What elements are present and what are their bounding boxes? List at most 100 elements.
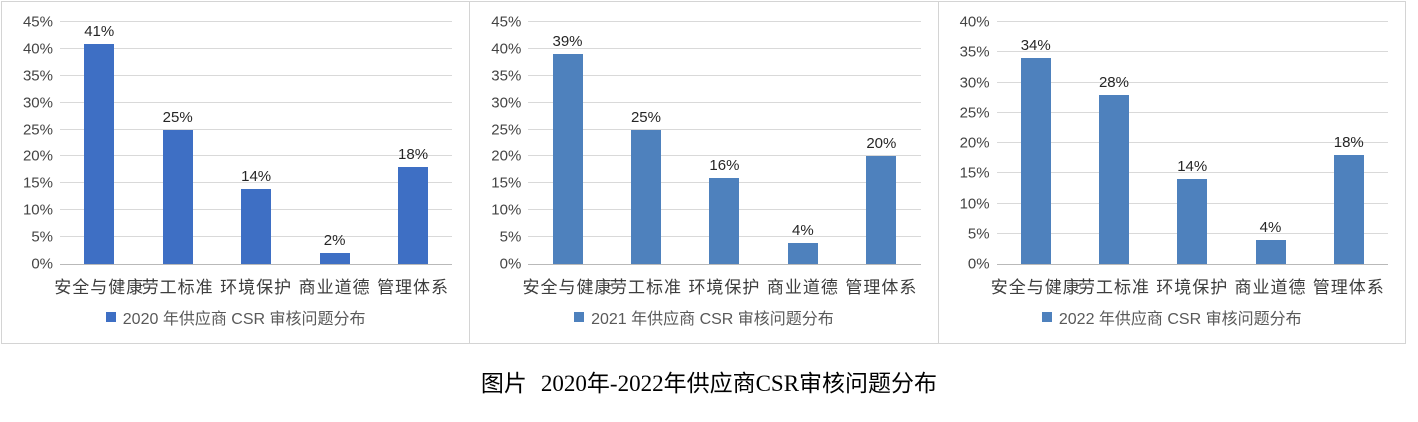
bar-value-label: 14% <box>241 167 272 185</box>
x-axis-category-label: 劳工标准 <box>1077 278 1150 297</box>
x-axis-category-label: 环境保护 <box>688 278 761 297</box>
bar-value-label: 20% <box>866 135 897 153</box>
y-axis-tick-label: 25% <box>959 104 990 122</box>
bar-环境保护: 14% <box>1177 158 1207 264</box>
bar-value-label: 25% <box>162 108 193 126</box>
y-axis-tick-label: 30% <box>959 74 990 91</box>
legend-label: 2021 年供应商 CSR 审核问题分布 <box>591 311 834 328</box>
legend: 2022 年供应商 CSR 审核问题分布 <box>939 305 1405 329</box>
y-axis-tick-label: 5% <box>967 225 990 243</box>
y-axis-tick-label: 10% <box>491 201 522 219</box>
x-axis-line <box>528 264 921 265</box>
plot-area: 0% 5% 10% 15% 20% 25% 30% 35% 40% 34% 安全与健康 28% 劳工标准… <box>960 15 1388 297</box>
charts-row: 0% 5% 10% 15% 20% 25% 30% 35% 40% 45% 41% 安全与健康 25% 劳… <box>1 1 1406 346</box>
legend: 2021 年供应商 CSR 审核问题分布 <box>470 305 937 329</box>
chart-panel-1: 0% 5% 10% 15% 20% 25% 30% 35% 40% 45% 41% 安全与健康 25% 劳… <box>1 1 470 344</box>
plot-area: 0% 5% 10% 15% 20% 25% 30% 35% 40% 45% 41% 安全与健康 25% 劳… <box>23 15 453 297</box>
chart-panel-2: 0% 5% 10% 15% 20% 25% 30% 35% 40% 45% 39% 安全与健康 25% 劳… <box>469 1 938 344</box>
y-axis-tick-label: 40% <box>22 40 53 58</box>
x-axis-category-label: 商业道德 <box>766 278 839 297</box>
y-axis-tick-label: 20% <box>959 134 990 152</box>
y-axis-tick-label: 20% <box>491 147 522 165</box>
y-axis-tick-label: 0% <box>967 255 990 273</box>
y-axis-tick-label: 30% <box>491 94 522 112</box>
bar-劳工标准: 28% <box>1099 74 1129 264</box>
bar-value-label: 14% <box>1177 158 1208 176</box>
bar-value-label: 2% <box>323 232 346 250</box>
bar-value-label: 4% <box>1259 218 1282 236</box>
gridline <box>60 47 453 49</box>
bar-安全与健康: 39% <box>553 33 583 264</box>
bar-环境保护: 14% <box>241 168 271 264</box>
gridline <box>528 101 921 103</box>
legend-marker-icon <box>574 312 585 322</box>
x-axis-category-label: 安全与健康 <box>990 278 1081 297</box>
x-axis-category-label: 安全与健康 <box>54 278 145 297</box>
y-axis-tick-label: 5% <box>31 228 53 246</box>
plot-area: 0% 5% 10% 15% 20% 25% 30% 35% 40% 45% 39% 安全与健康 25% 劳… <box>491 15 921 297</box>
y-axis-tick-label: 40% <box>491 40 522 58</box>
bar-value-label: 18% <box>1333 134 1364 152</box>
y-axis-tick-label: 15% <box>22 174 53 192</box>
y-axis-tick-label: 35% <box>959 43 990 61</box>
x-axis-category-label: 安全与健康 <box>522 278 613 297</box>
bar-商业道德: 2% <box>319 232 350 264</box>
y-axis-tick-label: 45% <box>22 13 53 31</box>
y-axis-tick-label: 15% <box>959 164 990 182</box>
gridline <box>528 155 921 157</box>
gridline <box>528 47 921 49</box>
bar-管理体系: 18% <box>398 146 428 264</box>
bar-商业道德: 4% <box>1255 219 1286 264</box>
x-axis-category-label: 管理体系 <box>1312 278 1385 297</box>
bar-value-label: 39% <box>552 33 583 51</box>
x-axis-category-label: 商业道德 <box>298 278 371 297</box>
y-axis-tick-label: 40% <box>959 13 990 31</box>
y-axis-tick-label: 20% <box>22 147 53 165</box>
gridline <box>528 74 921 76</box>
x-axis-category-label: 环境保护 <box>220 278 293 297</box>
y-axis-tick-label: 35% <box>22 67 53 85</box>
gridline <box>996 142 1388 143</box>
legend-label: 2022 年供应商 CSR 审核问题分布 <box>1058 311 1302 328</box>
bar-value-label: 16% <box>709 156 740 174</box>
bar-value-label: 18% <box>398 146 429 164</box>
y-axis-tick-label: 0% <box>31 255 53 273</box>
y-axis-tick-label: 45% <box>491 13 522 31</box>
bar-环境保护: 16% <box>709 157 739 264</box>
gridline <box>60 182 453 184</box>
y-axis-tick-label: 25% <box>491 121 522 139</box>
legend: 2020 年供应商 CSR 审核问题分布 <box>2 305 469 329</box>
chart-panel-3: 0% 5% 10% 15% 20% 25% 30% 35% 40% 34% 安全与健康 28% 劳工标准… <box>937 1 1406 344</box>
bar-劳工标准: 25% <box>163 109 193 264</box>
gridline <box>996 81 1388 83</box>
bar-value-label: 41% <box>84 22 115 40</box>
gridline <box>996 51 1388 53</box>
legend-label: 2020 年供应商 CSR 审核问题分布 <box>122 311 366 328</box>
bar-管理体系: 18% <box>1334 134 1364 264</box>
bar-value-label: 34% <box>1020 37 1051 55</box>
gridline <box>60 74 453 76</box>
figure-caption: 图片 2020年-2022年供应商CSR审核问题分布 <box>0 364 1418 398</box>
x-axis-category-label: 劳工标准 <box>141 278 214 297</box>
x-axis-category-label: 管理体系 <box>845 278 918 297</box>
y-axis-tick-label: 5% <box>499 228 522 246</box>
gridline <box>60 101 453 103</box>
x-axis-line <box>996 264 1388 265</box>
bar-value-label: 25% <box>630 108 661 126</box>
gridline <box>60 128 453 130</box>
bar-value-label: 28% <box>1098 73 1129 91</box>
y-axis-tick-label: 10% <box>959 195 990 212</box>
legend-marker-icon <box>1041 312 1052 322</box>
gridline <box>60 155 453 157</box>
y-axis-tick-label: 30% <box>22 94 53 112</box>
y-axis-tick-label: 25% <box>22 121 53 139</box>
x-axis-category-label: 商业道德 <box>1234 278 1307 297</box>
caption-prefix: 图片 <box>480 371 527 396</box>
y-axis-tick-label: 15% <box>491 174 522 192</box>
x-axis-category-label: 劳工标准 <box>609 278 682 297</box>
gridline <box>60 21 453 22</box>
gridline <box>996 111 1388 113</box>
x-axis-category-label: 环境保护 <box>1156 278 1229 297</box>
gridline <box>996 172 1388 174</box>
